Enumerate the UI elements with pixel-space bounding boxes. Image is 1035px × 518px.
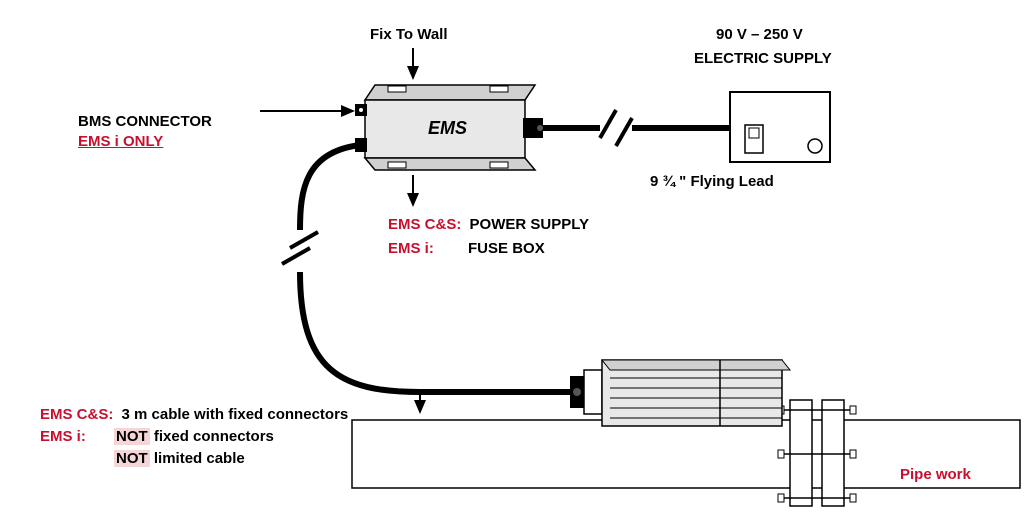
bottom-ems-i-line2: EMS i: NOT limited cable xyxy=(40,450,245,467)
pipe-work-label: Pipe work xyxy=(900,466,971,483)
ems-cs-prefix: EMS C&S: xyxy=(388,216,461,233)
not-limited-text: limited cable xyxy=(150,450,245,467)
fix-to-wall-label: Fix To Wall xyxy=(370,26,448,43)
power-supply-text: POWER SUPPLY xyxy=(470,216,589,233)
ems-i-row: EMS i: FUSE BOX xyxy=(388,240,545,257)
transducer-cable xyxy=(282,145,570,412)
not-fixed-text: fixed connectors xyxy=(150,428,274,445)
bottom-ems-cs-prefix: EMS C&S: xyxy=(40,406,113,423)
cable-line-text: 3 m cable with fixed connectors xyxy=(122,406,349,423)
supply-lead xyxy=(543,110,730,146)
electric-supply-label: ELECTRIC SUPPLY xyxy=(694,50,832,67)
ems-i-prefix: EMS i: xyxy=(388,240,434,257)
bms-connector-label: BMS CONNECTOR xyxy=(78,113,212,130)
bottom-ems-cs: EMS C&S: 3 m cable with fixed connectors xyxy=(40,406,348,423)
fuse-box-text: FUSE BOX xyxy=(468,240,545,257)
bottom-ems-i-line1: EMS i: NOT fixed connectors xyxy=(40,428,274,445)
ems-cs-row: EMS C&S: POWER SUPPLY xyxy=(388,216,589,233)
bottom-ems-i-prefix: EMS i: xyxy=(40,428,86,445)
voltage-label: 90 V – 250 V xyxy=(716,26,803,43)
flying-lead-label: 9 ¾ " Flying Lead xyxy=(650,173,774,190)
transducer xyxy=(570,360,790,426)
not-1: NOT xyxy=(114,428,150,445)
electric-supply-box xyxy=(730,92,830,162)
ems-device-logo: EMS xyxy=(428,118,467,139)
not-2: NOT xyxy=(114,450,150,467)
ems-i-only-label: EMS i ONLY xyxy=(78,133,163,150)
